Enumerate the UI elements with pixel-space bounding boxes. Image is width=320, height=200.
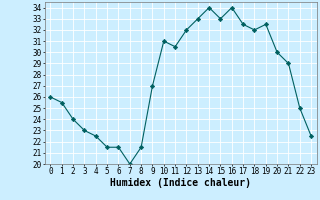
- X-axis label: Humidex (Indice chaleur): Humidex (Indice chaleur): [110, 178, 251, 188]
